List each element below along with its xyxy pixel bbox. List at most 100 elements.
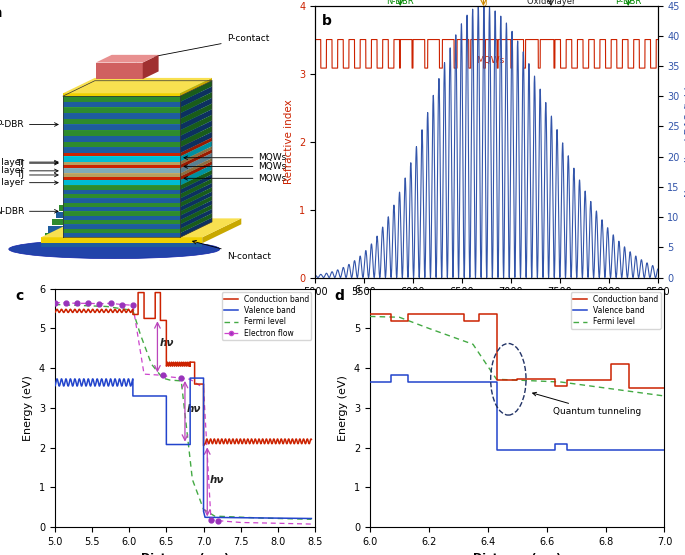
Text: N-contact: N-contact [192,240,271,261]
Polygon shape [63,130,180,136]
Polygon shape [63,191,212,207]
Polygon shape [180,187,212,207]
Polygon shape [63,161,212,176]
Text: a: a [0,6,2,19]
Polygon shape [180,132,212,153]
Polygon shape [180,165,212,185]
Polygon shape [63,120,212,136]
Polygon shape [63,185,180,190]
Polygon shape [63,233,180,238]
Polygon shape [63,153,212,168]
Polygon shape [63,203,180,207]
Polygon shape [63,211,180,216]
Text: MQWs: MQWs [476,57,504,65]
Polygon shape [180,147,212,165]
Polygon shape [63,98,212,113]
Polygon shape [63,109,212,124]
Legend: Conduction band, Valence band, Fermi level, Electron flow: Conduction band, Valence band, Fermi lev… [221,292,311,340]
Polygon shape [63,78,212,93]
Polygon shape [49,226,195,233]
Polygon shape [63,147,212,162]
X-axis label: Distance (nm): Distance (nm) [443,303,530,313]
Polygon shape [63,170,212,185]
Text: Oxide layer: Oxide layer [527,0,575,6]
Polygon shape [63,103,212,119]
Polygon shape [180,196,212,216]
Polygon shape [63,124,180,130]
Polygon shape [180,120,212,142]
Polygon shape [63,132,212,147]
Polygon shape [63,183,212,198]
Polygon shape [180,170,212,190]
Text: TJ: TJ [479,0,487,6]
Text: MQWs: MQWs [184,153,286,162]
Polygon shape [63,165,180,168]
Polygon shape [180,103,212,124]
Polygon shape [202,218,241,243]
Polygon shape [63,119,180,124]
Polygon shape [180,174,212,194]
Polygon shape [180,78,212,96]
Y-axis label: Energy (eV): Energy (eV) [338,375,349,441]
Polygon shape [180,205,212,224]
Polygon shape [180,92,212,113]
Text: c: c [16,289,24,302]
Text: Oxide layer: Oxide layer [0,178,58,187]
Text: d: d [334,289,345,302]
Polygon shape [41,240,202,247]
Polygon shape [63,126,212,142]
Polygon shape [63,174,180,176]
Polygon shape [180,161,212,180]
Polygon shape [180,149,212,168]
Polygon shape [63,205,212,220]
Polygon shape [63,220,180,224]
Polygon shape [180,213,212,233]
Polygon shape [96,55,159,63]
Polygon shape [96,63,142,79]
Polygon shape [63,200,212,216]
Polygon shape [63,218,212,233]
Text: N-DBR: N-DBR [0,207,58,216]
Polygon shape [180,191,212,211]
Polygon shape [63,209,212,224]
Polygon shape [63,153,180,157]
Polygon shape [63,147,180,153]
Polygon shape [180,115,212,136]
Text: Quantum tunneling: Quantum tunneling [533,392,640,416]
Polygon shape [63,180,180,185]
Polygon shape [180,87,212,108]
Polygon shape [41,238,202,243]
Polygon shape [63,196,212,211]
Polygon shape [63,176,180,180]
Text: Oxide layer: Oxide layer [0,158,58,166]
Polygon shape [63,190,180,194]
Text: P-contact: P-contact [132,34,269,62]
Y-axis label: Refractive index: Refractive index [284,99,294,184]
Polygon shape [63,87,212,102]
Polygon shape [55,212,188,218]
Polygon shape [63,179,212,194]
Text: P-DBR: P-DBR [615,0,641,6]
Polygon shape [63,224,180,229]
Polygon shape [63,80,212,96]
Polygon shape [180,209,212,229]
Polygon shape [180,141,212,162]
Polygon shape [180,200,212,220]
Polygon shape [63,96,180,102]
Polygon shape [180,179,212,198]
Text: hν: hν [160,339,174,349]
Polygon shape [63,93,180,96]
Polygon shape [63,168,180,174]
Text: TJ: TJ [16,159,58,168]
Polygon shape [52,219,191,225]
Polygon shape [63,115,212,130]
Polygon shape [63,216,180,220]
Polygon shape [63,108,180,113]
Polygon shape [63,136,180,142]
Polygon shape [180,138,212,157]
Text: MQWs: MQWs [184,174,286,183]
Polygon shape [63,141,212,157]
Polygon shape [45,233,199,240]
Polygon shape [63,113,180,119]
Polygon shape [63,229,180,233]
